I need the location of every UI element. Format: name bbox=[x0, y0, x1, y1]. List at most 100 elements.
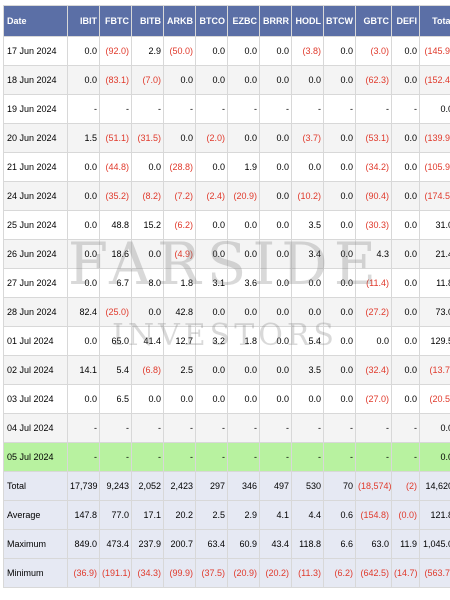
summary-row: Minimum (36.9) (191.1) (34.3) (99.9) (37.5) (2… bbox=[3, 558, 450, 588]
cell-defi: 0.0 bbox=[391, 123, 420, 153]
cell-ezbc: 0.0 bbox=[227, 65, 260, 95]
cell-hodl: - bbox=[291, 442, 324, 472]
cell-ibit: - bbox=[67, 94, 100, 124]
cell-arkb: (4.9) bbox=[163, 239, 196, 269]
column-header-btcw: BTCW bbox=[323, 5, 356, 37]
cell-total: (20.5) bbox=[419, 384, 450, 414]
cell-ibit: 14.1 bbox=[67, 355, 100, 385]
cell-btcw: 0.0 bbox=[323, 268, 356, 298]
cell-btco: 63.4 bbox=[195, 529, 228, 559]
cell-brrr: 0.0 bbox=[259, 123, 292, 153]
cell-defi: 0.0 bbox=[391, 355, 420, 385]
cell-ezbc: 0.0 bbox=[227, 210, 260, 240]
row-label: Maximum bbox=[3, 529, 68, 559]
cell-gbtc: (27.0) bbox=[355, 384, 392, 414]
cell-arkb: 0.0 bbox=[163, 123, 196, 153]
cell-brrr: 497 bbox=[259, 471, 292, 501]
table-row: 17 Jun 2024 0.0 (92.0) 2.9 (50.0) 0.0 0.0 0.0 (3… bbox=[3, 36, 450, 66]
table-row: 25 Jun 2024 0.0 48.8 15.2 (6.2) 0.0 0.0 0.0 3.5 0… bbox=[3, 210, 450, 240]
cell-fbtc: (92.0) bbox=[99, 36, 132, 66]
table-row: 28 Jun 2024 82.4 (25.0) 0.0 42.8 0.0 0.0 0.0 0.0… bbox=[3, 297, 450, 327]
cell-ibit: 849.0 bbox=[67, 529, 100, 559]
cell-brrr: (20.2) bbox=[259, 558, 292, 588]
cell-brrr: 0.0 bbox=[259, 210, 292, 240]
cell-hodl: 4.4 bbox=[291, 500, 324, 530]
cell-ezbc: 0.0 bbox=[227, 384, 260, 414]
cell-btcw: 6.6 bbox=[323, 529, 356, 559]
cell-defi: (2) bbox=[391, 471, 420, 501]
cell-btcw: 0.0 bbox=[323, 65, 356, 95]
cell-arkb: 42.8 bbox=[163, 297, 196, 327]
cell-ezbc: (20.9) bbox=[227, 181, 260, 211]
cell-btcw: 0.0 bbox=[323, 239, 356, 269]
cell-bitb: (7.0) bbox=[131, 65, 164, 95]
cell-brrr: 0.0 bbox=[259, 239, 292, 269]
table-row: 02 Jul 2024 14.1 5.4 (6.8) 2.5 0.0 0.0 0.0 3.5 0.… bbox=[3, 355, 450, 385]
cell-total: (152.4) bbox=[419, 65, 450, 95]
table-row: 01 Jul 2024 0.0 65.0 41.4 12.7 3.2 1.8 0.0 5.4 0.… bbox=[3, 326, 450, 356]
cell-fbtc: 65.0 bbox=[99, 326, 132, 356]
cell-gbtc: (53.1) bbox=[355, 123, 392, 153]
summary-row: Average 147.8 77.0 17.1 20.2 2.5 2.9 4.1 4.4 0.6(… bbox=[3, 500, 450, 530]
cell-defi: 0.0 bbox=[391, 181, 420, 211]
cell-bitb: (34.3) bbox=[131, 558, 164, 588]
cell-defi: 0.0 bbox=[391, 210, 420, 240]
cell-ezbc: 1.8 bbox=[227, 326, 260, 356]
cell-bitb: 0.0 bbox=[131, 297, 164, 327]
cell-btcw: 0.0 bbox=[323, 181, 356, 211]
cell-ibit: - bbox=[67, 442, 100, 472]
cell-hodl: (3.7) bbox=[291, 123, 324, 153]
cell-gbtc: (18,574) bbox=[355, 471, 392, 501]
row-date: 21 Jun 2024 bbox=[3, 152, 68, 182]
cell-btco: 0.0 bbox=[195, 36, 228, 66]
cell-arkb: (50.0) bbox=[163, 36, 196, 66]
cell-btcw: - bbox=[323, 94, 356, 124]
cell-bitb: (6.8) bbox=[131, 355, 164, 385]
row-label: Minimum bbox=[3, 558, 68, 588]
cell-btco: (37.5) bbox=[195, 558, 228, 588]
cell-arkb: (6.2) bbox=[163, 210, 196, 240]
cell-btcw: - bbox=[323, 413, 356, 443]
column-header-ibit: IBIT bbox=[67, 5, 100, 37]
row-date: 17 Jun 2024 bbox=[3, 36, 68, 66]
cell-btco: 0.0 bbox=[195, 239, 228, 269]
cell-btcw: 0.0 bbox=[323, 123, 356, 153]
summary-row: Total 17,739 9,243 2,052 2,423 297 346 497 530 70… bbox=[3, 471, 450, 501]
cell-arkb: 0.0 bbox=[163, 65, 196, 95]
cell-total: (174.5) bbox=[419, 181, 450, 211]
table-body: 17 Jun 2024 0.0 (92.0) 2.9 (50.0) 0.0 0.0 0.0 (3… bbox=[3, 36, 450, 588]
cell-bitb: - bbox=[131, 442, 164, 472]
cell-arkb: 12.7 bbox=[163, 326, 196, 356]
cell-total: 0.0 bbox=[419, 442, 450, 472]
cell-btcw: - bbox=[323, 442, 356, 472]
column-header-fbtc: FBTC bbox=[99, 5, 132, 37]
cell-btco: - bbox=[195, 94, 228, 124]
summary-row: Maximum 849.0 473.4 237.9 200.7 63.4 60.9 43.4 1… bbox=[3, 529, 450, 559]
cell-hodl: 0.0 bbox=[291, 268, 324, 298]
cell-gbtc: (11.4) bbox=[355, 268, 392, 298]
cell-total: 11.8 bbox=[419, 268, 450, 298]
cell-fbtc: 9,243 bbox=[99, 471, 132, 501]
cell-defi: 0.0 bbox=[391, 239, 420, 269]
cell-brrr: 0.0 bbox=[259, 36, 292, 66]
row-date: 26 Jun 2024 bbox=[3, 239, 68, 269]
cell-bitb: 0.0 bbox=[131, 239, 164, 269]
cell-gbtc: (3.0) bbox=[355, 36, 392, 66]
cell-brrr: 0.0 bbox=[259, 355, 292, 385]
table-row: 04 Jul 2024-----------0.0 bbox=[3, 413, 450, 443]
cell-btco: 0.0 bbox=[195, 355, 228, 385]
column-header-date: Date bbox=[3, 5, 68, 37]
cell-ezbc: 0.0 bbox=[227, 355, 260, 385]
cell-hodl: 3.4 bbox=[291, 239, 324, 269]
cell-ezbc: (20.9) bbox=[227, 558, 260, 588]
row-date: 19 Jun 2024 bbox=[3, 94, 68, 124]
cell-bitb: 15.2 bbox=[131, 210, 164, 240]
cell-defi: 0.0 bbox=[391, 268, 420, 298]
cell-total: (145.9) bbox=[419, 36, 450, 66]
row-label: Total bbox=[3, 471, 68, 501]
row-date: 27 Jun 2024 bbox=[3, 268, 68, 298]
cell-ibit: 17,739 bbox=[67, 471, 100, 501]
cell-hodl: 0.0 bbox=[291, 65, 324, 95]
cell-fbtc: 48.8 bbox=[99, 210, 132, 240]
cell-defi: - bbox=[391, 442, 420, 472]
